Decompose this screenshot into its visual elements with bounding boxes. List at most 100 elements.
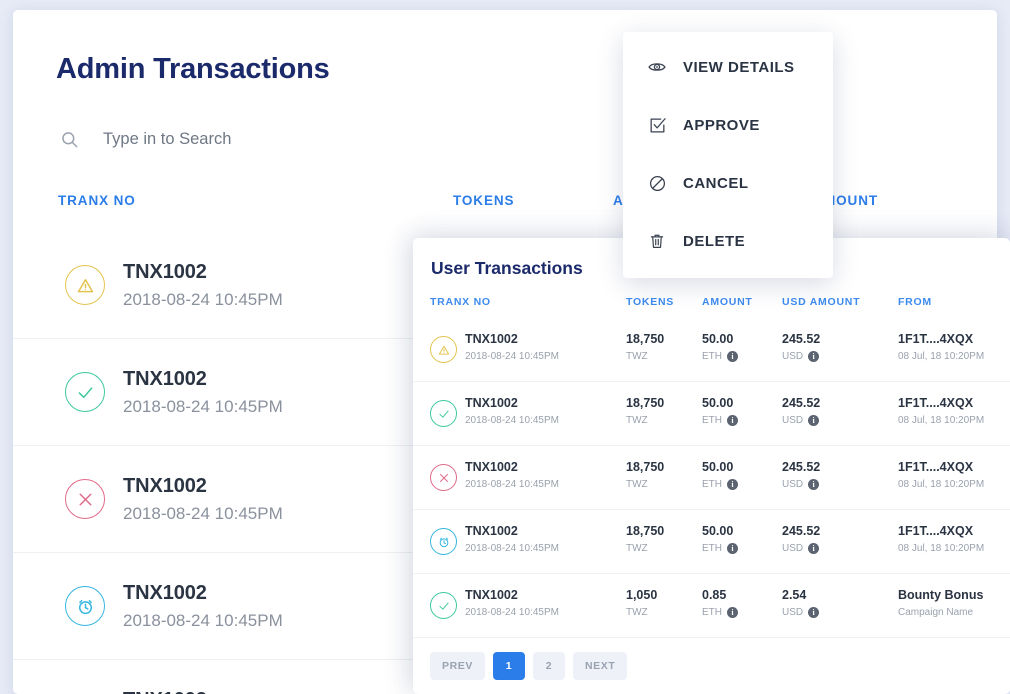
info-icon[interactable]: i xyxy=(727,415,738,426)
admin-col-header: TOKENS xyxy=(453,193,515,208)
table-row[interactable]: TNX1002 2018-08-24 10:45PM 18,750 TWZ 50.00 E… xyxy=(413,446,1010,510)
tranx-no: TNX1002 2018-08-24 10:45PM xyxy=(465,588,559,618)
tranx-no: TNX1002 xyxy=(123,260,207,283)
page-title: Admin Transactions xyxy=(56,53,330,85)
close-icon xyxy=(65,479,105,519)
tranx-date: 2018-08-24 10:45PM xyxy=(123,610,283,630)
info-icon[interactable]: i xyxy=(808,543,820,554)
amount-value: 50.00 xyxy=(702,396,734,410)
amount-value: 0.85 xyxy=(702,588,727,602)
menu-item-cancel[interactable]: CANCEL xyxy=(623,154,833,212)
amount-sub: ETH i xyxy=(702,479,738,490)
tokens-sub: TWZ xyxy=(626,415,664,426)
menu-item-delete[interactable]: DELETE xyxy=(623,212,833,270)
eye-icon xyxy=(647,57,667,77)
tokens-sub-text: TWZ xyxy=(626,543,648,554)
search-input[interactable] xyxy=(103,129,423,149)
tokens: 18,750 TWZ xyxy=(626,524,664,554)
from-sub-text: 08 Jul, 18 10:20PM xyxy=(898,543,985,554)
tokens: 1,050 TWZ xyxy=(626,588,657,618)
from-sub-text: 08 Jul, 18 10:20PM xyxy=(898,479,985,490)
warning-icon xyxy=(430,336,457,363)
menu-item-approve[interactable]: APPROVE xyxy=(623,96,833,154)
status-badge xyxy=(430,592,457,619)
tranx-date: 2018-08-24 10:45PM xyxy=(123,503,283,523)
search-icon xyxy=(58,128,80,150)
status-badge xyxy=(430,528,457,555)
admin-table-body: TNX1002 2018-08-24 10:45PM TNX1002 2018-08… xyxy=(13,232,997,694)
usd-amount-value: 245.52 xyxy=(782,332,821,346)
pagination-page-1[interactable]: 1 xyxy=(493,652,525,680)
from-value: 1F1T....4XQX xyxy=(898,524,974,538)
from-sub: Campaign Name xyxy=(898,607,983,618)
info-icon[interactable]: i xyxy=(808,351,820,362)
info-icon[interactable]: i xyxy=(808,415,820,426)
tokens-sub-text: TWZ xyxy=(626,607,648,618)
status-badge xyxy=(430,464,457,491)
usd-amount: 245.52 USD i xyxy=(782,332,820,362)
from-value: 1F1T....4XQX xyxy=(898,396,974,410)
from-sub-text: 08 Jul, 18 10:20PM xyxy=(898,415,985,426)
table-row[interactable]: TNX1002 2018-08-24 10:45PM 18,750 TWZ 50.00 E… xyxy=(413,510,1010,574)
trash-icon xyxy=(647,231,667,251)
from-sub-text: Campaign Name xyxy=(898,607,974,618)
pagination-page-2[interactable]: 2 xyxy=(533,652,565,680)
user-col-header: AMOUNT xyxy=(702,296,753,308)
info-icon[interactable]: i xyxy=(808,479,820,490)
usd-amount-sub-text: USD xyxy=(782,607,804,618)
table-row[interactable]: TNX1002 2018-08-24 10:45PM 18,750 TWZ 50.00 E… xyxy=(413,382,1010,446)
table-row[interactable]: TNX1002 2018-08-24 10:45PM 18,750 TWZ 50.00 E… xyxy=(413,318,1010,382)
from: 1F1T....4XQX 08 Jul, 18 10:20PM xyxy=(898,332,984,362)
info-icon[interactable]: i xyxy=(727,479,738,490)
tranx-no-value: TNX1002 xyxy=(465,524,518,538)
tranx-no-sub: 2018-08-24 10:45PM xyxy=(465,351,559,362)
usd-amount: 245.52 USD i xyxy=(782,524,820,554)
amount-sub-text: ETH xyxy=(702,607,722,618)
from-sub: 08 Jul, 18 10:20PM xyxy=(898,543,984,554)
pagination-prev-button[interactable]: PREV xyxy=(430,652,485,680)
tranx-no: TNX1002 2018-08-24 10:45PM xyxy=(465,460,559,490)
context-menu[interactable]: VIEW DETAILS APPROVE CANCEL DELETE xyxy=(623,32,833,278)
user-col-header: TOKENS xyxy=(626,296,675,308)
tranx-no: TNX1002 xyxy=(123,474,207,497)
amount-sub-text: ETH xyxy=(702,415,722,426)
amount-sub-text: ETH xyxy=(702,351,722,362)
table-row[interactable]: TNX1002 2018-08-24 10:45PM 1,050 TWZ 0.85 ETH… xyxy=(413,574,1010,638)
info-icon[interactable]: i xyxy=(808,607,820,618)
info-icon[interactable]: i xyxy=(727,351,738,362)
info-icon[interactable]: i xyxy=(727,607,738,618)
tranx-no: TNX1002 xyxy=(123,367,207,390)
usd-amount-value: 245.52 xyxy=(782,396,821,410)
pagination[interactable]: PREV 1 2 NEXT xyxy=(430,652,628,680)
usd-amount-value: 245.52 xyxy=(782,524,821,538)
usd-amount: 2.54 USD i xyxy=(782,588,820,618)
amount-sub: ETH i xyxy=(702,543,738,554)
usd-amount-sub: USD i xyxy=(782,415,820,426)
from-sub: 08 Jul, 18 10:20PM xyxy=(898,351,984,362)
menu-item-view-details[interactable]: VIEW DETAILS xyxy=(623,38,833,96)
tokens-sub-text: TWZ xyxy=(626,415,648,426)
amount-sub: ETH i xyxy=(702,415,738,426)
tranx-no-sub-text: 2018-08-24 10:45PM xyxy=(465,543,559,554)
usd-amount-sub: USD i xyxy=(782,543,820,554)
amount-value: 50.00 xyxy=(702,332,734,346)
search-bar[interactable] xyxy=(58,122,423,156)
usd-amount-sub: USD i xyxy=(782,479,820,490)
ban-icon xyxy=(647,173,667,193)
clock-icon xyxy=(65,586,105,626)
tokens-sub-text: TWZ xyxy=(626,479,648,490)
amount-sub: ETH i xyxy=(702,607,738,618)
tranx-cell: TNX1002 2018-08-24 10:45PM xyxy=(123,475,283,524)
menu-item-label: VIEW DETAILS xyxy=(683,58,795,76)
tranx-no-value: TNX1002 xyxy=(465,460,518,474)
info-icon[interactable]: i xyxy=(727,543,738,554)
pagination-next-button[interactable]: NEXT xyxy=(573,652,628,680)
usd-amount-sub-text: USD xyxy=(782,415,804,426)
from-sub: 08 Jul, 18 10:20PM xyxy=(898,479,984,490)
tranx-no: TNX1002 xyxy=(123,689,283,694)
close-icon xyxy=(430,464,457,491)
from: 1F1T....4XQX 08 Jul, 18 10:20PM xyxy=(898,396,984,426)
